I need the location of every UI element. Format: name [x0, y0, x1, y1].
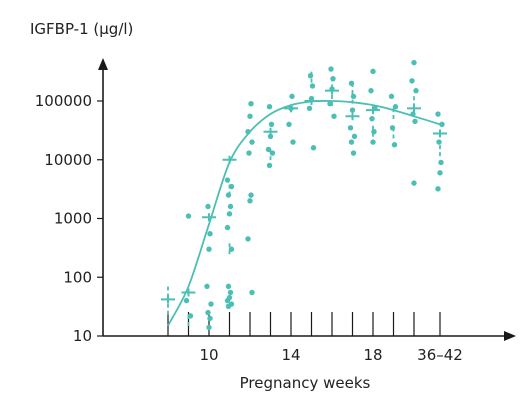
data-point [348, 139, 355, 145]
data-point [249, 139, 255, 145]
data-point [370, 139, 376, 145]
data-point [350, 150, 357, 156]
data-point [309, 83, 316, 89]
data-point [289, 93, 295, 100]
median-marker [345, 112, 360, 121]
median-marker [202, 213, 216, 222]
data-point [267, 133, 274, 140]
data-point [226, 211, 233, 217]
x-axis-arrow [504, 331, 516, 341]
y-tick-label: 10 [73, 327, 92, 345]
data-point [290, 139, 296, 145]
data-point [224, 224, 231, 231]
data-point [207, 315, 213, 322]
data-point [183, 297, 190, 304]
data-point [245, 129, 251, 135]
data-point [246, 150, 252, 156]
data-point [412, 118, 418, 125]
fit-curve [167, 100, 441, 327]
data-point [438, 159, 444, 166]
x-tick-label: 14 [281, 346, 300, 364]
data-point [439, 121, 445, 128]
data-point [435, 186, 441, 192]
y-axis-title: IGFBP-1 (µg/l) [30, 20, 133, 38]
y-axis [98, 58, 108, 336]
data-point [437, 170, 443, 176]
data-point [435, 111, 441, 117]
data-point [266, 162, 273, 169]
data-point [245, 236, 251, 242]
x-axis-title: Pregnancy weeks [240, 374, 371, 392]
data-point [268, 121, 275, 128]
data-point [205, 309, 211, 316]
data-point [185, 213, 192, 219]
data-point [225, 283, 232, 290]
median-marker [181, 288, 196, 297]
data-point [206, 324, 212, 331]
median-marker [222, 155, 237, 164]
data-point [286, 121, 292, 128]
x-axis [103, 331, 516, 341]
data-point [436, 139, 442, 145]
data-point [204, 283, 210, 290]
data-point [351, 133, 358, 140]
data-point [205, 203, 211, 210]
y-tick-label: 100 [63, 268, 92, 286]
x-tick-label: 10 [199, 346, 218, 364]
data-point [306, 105, 313, 112]
median-marker [304, 97, 319, 105]
data-point [206, 246, 212, 252]
y-axis-arrow [98, 58, 108, 70]
data-point [369, 115, 375, 122]
data-point [310, 145, 317, 151]
data-point [247, 198, 253, 204]
data-point [227, 203, 234, 210]
x-tick-label: 36–42 [417, 346, 463, 364]
data-point [391, 142, 398, 148]
data-point [411, 59, 417, 66]
data-point [388, 93, 395, 100]
data-point [413, 87, 419, 94]
data-point [248, 100, 254, 107]
data-point [208, 301, 214, 307]
data-point [247, 113, 253, 119]
median-marker [366, 106, 380, 115]
data-point [266, 103, 273, 110]
data-point [328, 66, 334, 72]
data-point [370, 68, 376, 75]
y-tick-label: 100000 [35, 92, 92, 110]
median-marker [433, 129, 447, 138]
data-point [227, 289, 234, 296]
y-tick-label: 10000 [44, 151, 92, 169]
data-point [224, 297, 231, 304]
data-point [410, 111, 416, 117]
y-tick-label: 1000 [54, 210, 92, 228]
data-point [225, 303, 232, 310]
median-marker [284, 104, 298, 113]
data-point [331, 113, 337, 119]
data-point [207, 231, 213, 237]
data-point [249, 289, 255, 296]
data-point [368, 87, 374, 94]
data-point [409, 78, 415, 84]
median-marker [263, 127, 278, 136]
data-point [349, 107, 356, 113]
data-point [224, 177, 231, 183]
data-point [411, 180, 417, 186]
data-point [248, 192, 254, 198]
x-tick-label: 18 [363, 346, 382, 364]
data-point [347, 125, 354, 131]
